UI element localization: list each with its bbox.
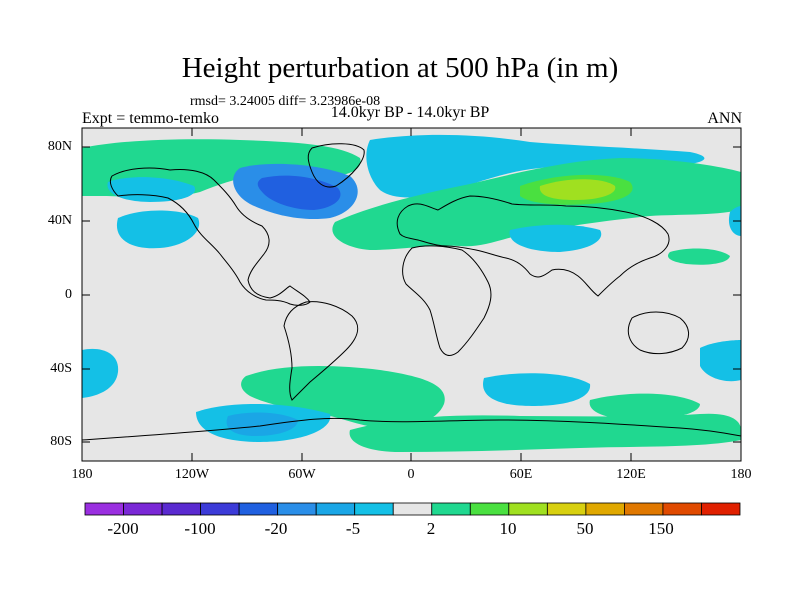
- coast-south-america: [283, 301, 359, 401]
- colorbar-swatch: [238, 502, 279, 516]
- contour-negative-southpacific: [82, 348, 119, 398]
- coastlines: [82, 143, 741, 441]
- experiment-label: Expt = temmo-temko: [82, 110, 219, 127]
- season-label: ANN: [707, 110, 742, 127]
- contour-positive-peak: [539, 179, 616, 200]
- colorbar-label: -5: [345, 519, 361, 538]
- period-label: 14.0kyr BP - 14.0kyr BP: [330, 104, 490, 121]
- axis-ticks: [81, 128, 742, 461]
- colorbar-swatch: [123, 502, 163, 516]
- contour-fills: [82, 134, 741, 452]
- contour-negative-south-indian: [483, 373, 591, 406]
- lon-tick-label: 60W: [288, 467, 316, 482]
- lon-tick-label: 0: [407, 467, 415, 482]
- lat-tick-label: 80N: [47, 139, 72, 154]
- lat-tick-label: 40S: [50, 361, 72, 376]
- coast-antarctica: [82, 417, 741, 441]
- colorbar-swatch: [84, 502, 124, 516]
- coast-greenland: [307, 143, 365, 188]
- contour-positive-pacific-east: [667, 248, 730, 265]
- colorbar-label: 10: [499, 519, 517, 538]
- colorbar-swatch: [277, 502, 317, 516]
- colorbar-label: 150: [648, 519, 674, 538]
- colorbar-label: 50: [576, 519, 594, 538]
- coast-australia: [627, 311, 689, 355]
- coast-eurasia: [396, 195, 670, 297]
- colorbar-swatch: [315, 502, 356, 516]
- contour-negative-east-pacific: [700, 340, 741, 382]
- contour-negative-pacific-north: [107, 177, 196, 202]
- colorbar-label: -20: [264, 519, 288, 538]
- colorbar-swatch: [701, 502, 741, 516]
- colorbar-label: -200: [107, 519, 139, 538]
- lat-tick-label: 80S: [50, 434, 72, 449]
- colorbar-swatch: [469, 502, 510, 516]
- contour-positive-eurasia: [332, 158, 741, 250]
- lon-tick-label: 120W: [174, 467, 210, 482]
- plot-title: Height perturbation at 500 hPa (in m): [181, 52, 619, 84]
- contour-negative-core: [257, 175, 341, 210]
- stats-line: rmsd= 3.24005 diff= 3.23986e-08: [190, 94, 381, 109]
- colorbar-swatch: [431, 502, 471, 516]
- contour-negative-pacific-mid: [116, 210, 200, 249]
- lon-tick-label: 120E: [616, 467, 646, 482]
- contour-positive-south-america: [241, 366, 445, 429]
- colorbar-swatch: [392, 502, 433, 516]
- lon-tick-label: 60E: [509, 467, 533, 482]
- colorbar-swatch: [546, 502, 587, 516]
- lat-tick-label: 40N: [47, 213, 72, 228]
- lon-tick-label: 180: [71, 467, 93, 482]
- colorbar: [84, 502, 741, 516]
- coast-africa: [402, 245, 492, 356]
- colorbar-swatch: [624, 502, 664, 516]
- contour-positive-antarctic: [349, 413, 741, 452]
- colorbar-swatch: [508, 502, 548, 516]
- colorbar-swatch: [585, 502, 625, 516]
- contour-negative-eurasia: [366, 134, 705, 198]
- contour-negative-southpacific-core: [226, 412, 298, 436]
- colorbar-swatch: [662, 502, 702, 516]
- coast-north-america: [109, 167, 311, 306]
- colorbar-label: -100: [184, 519, 216, 538]
- colorbar-swatch: [354, 502, 394, 516]
- contour-negative-asia-east: [509, 224, 602, 252]
- lat-tick-label: 0: [65, 287, 72, 302]
- colorbar-label: 2: [426, 519, 436, 538]
- colorbar-swatch: [200, 502, 240, 516]
- contour-positive-indian-south: [589, 393, 700, 420]
- lon-tick-label: 180: [730, 467, 752, 482]
- colorbar-swatch: [161, 502, 201, 516]
